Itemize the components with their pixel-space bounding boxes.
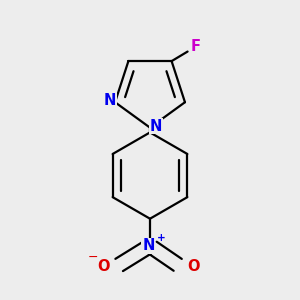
Text: F: F bbox=[190, 39, 201, 54]
Text: N: N bbox=[104, 93, 116, 108]
Text: +: + bbox=[157, 233, 166, 243]
Text: O: O bbox=[98, 259, 110, 274]
Text: N: N bbox=[150, 118, 162, 134]
Text: −: − bbox=[87, 251, 98, 264]
Text: N: N bbox=[142, 238, 154, 253]
Text: O: O bbox=[187, 259, 200, 274]
